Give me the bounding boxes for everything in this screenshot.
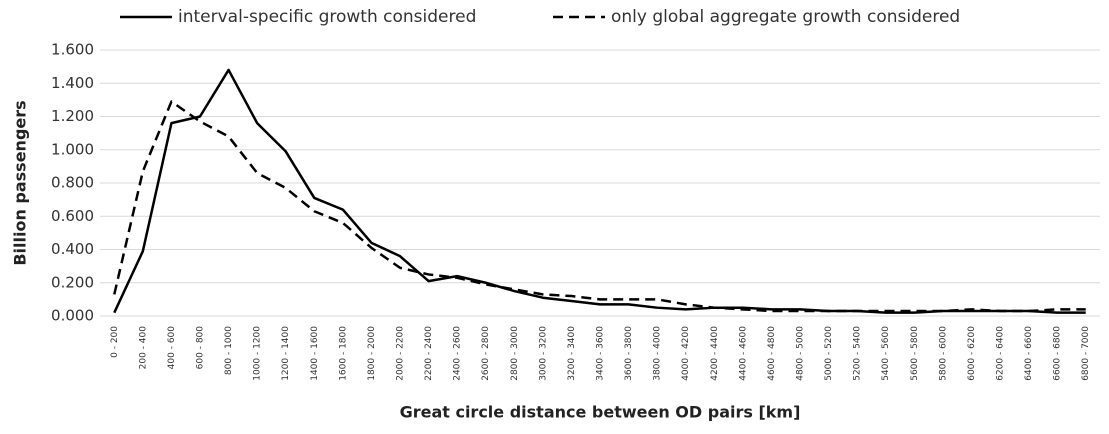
x-tick-label: 6000 - 6200 [967, 326, 977, 381]
x-tick-label: 4600 - 4800 [767, 326, 777, 381]
x-tick-label: 5200 - 5400 [853, 326, 863, 381]
x-tick-label: 5600 - 5800 [910, 326, 920, 381]
x-tick-label: 1600 - 1800 [338, 326, 348, 381]
y-tick-label: 1.600 [51, 41, 94, 59]
y-tick-label: 0.200 [51, 273, 94, 291]
y-tick-label: 1.200 [51, 107, 94, 125]
x-tick-label: 3400 - 3600 [596, 326, 606, 381]
x-tick-label: 200 - 400 [138, 326, 148, 370]
x-tick-label: 5400 - 5600 [881, 326, 891, 381]
x-tick-label: 4200 - 4400 [710, 326, 720, 381]
y-tick-label: 1.400 [51, 74, 94, 92]
x-tick-label: 600 - 800 [196, 326, 206, 370]
x-tick-label: 2000 - 2200 [396, 326, 406, 381]
y-tick-label: 0.600 [51, 207, 94, 225]
x-tick-label: 4800 - 5000 [796, 326, 806, 381]
x-tick-label: 3800 - 4000 [653, 326, 663, 381]
x-tick-label: 0 - 200 [110, 326, 120, 358]
x-tick-label: 5800 - 6000 [938, 326, 948, 381]
x-tick-label: 4400 - 4600 [738, 326, 748, 381]
x-tick-label: 1400 - 1600 [310, 326, 320, 381]
x-tick-label: 1800 - 2000 [367, 326, 377, 381]
y-tick-label: 1.000 [51, 140, 94, 158]
series-line [113, 68, 1086, 314]
x-tick-label: 6200 - 6400 [996, 326, 1006, 381]
y-axis-title: Billion passengers [11, 100, 30, 265]
y-tick-label: 0.000 [51, 307, 94, 325]
x-tick-label: 4000 - 4200 [681, 326, 691, 381]
x-tick-label: 3600 - 3800 [624, 326, 634, 381]
x-tick-label: 1200 - 1400 [281, 326, 291, 381]
x-tick-label: 400 - 600 [167, 326, 177, 370]
x-axis-title: Great circle distance between OD pairs [… [400, 403, 801, 422]
x-tick-label: 800 - 1000 [224, 326, 234, 375]
x-tick-label: 6800 - 7000 [1081, 326, 1091, 381]
x-tick-label: 3000 - 3200 [538, 326, 548, 381]
legend-label: interval-specific growth considered [178, 7, 476, 27]
x-tick-label: 2200 - 2400 [424, 326, 434, 381]
x-tick-label: 2800 - 3000 [510, 326, 520, 381]
y-tick-label: 0.800 [51, 174, 94, 192]
x-tick-label: 2400 - 2600 [453, 326, 463, 381]
x-tick-label: 6600 - 6800 [1053, 326, 1063, 381]
x-tick-label: 6400 - 6600 [1024, 326, 1034, 381]
series-line [113, 100, 1086, 313]
x-tick-label: 5000 - 5200 [824, 326, 834, 381]
x-tick-label: 3200 - 3400 [567, 326, 577, 381]
legend-label: only global aggregate growth considered [611, 7, 960, 27]
x-tick-label: 2600 - 2800 [481, 326, 491, 381]
x-tick-label: 1000 - 1200 [253, 326, 263, 381]
y-tick-label: 0.400 [51, 240, 94, 258]
